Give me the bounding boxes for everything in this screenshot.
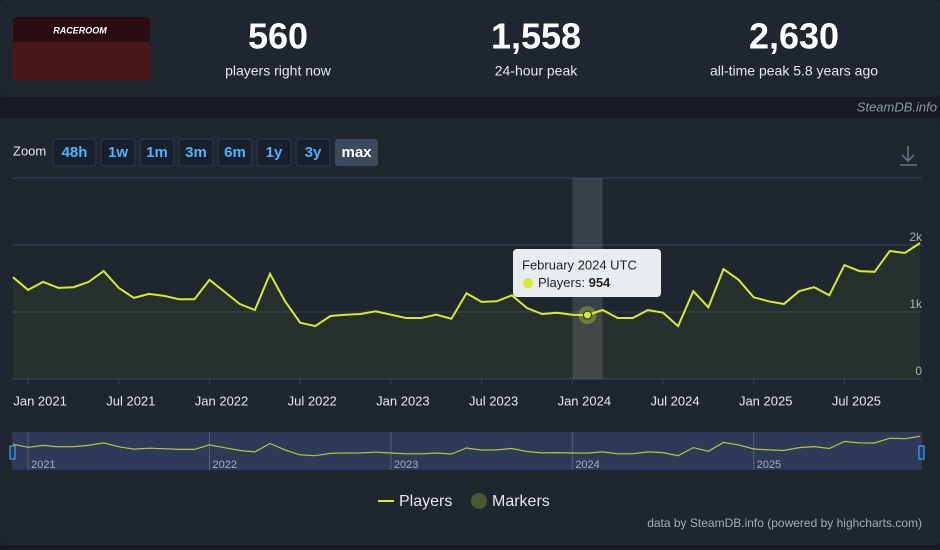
zoom-button[interactable]: [295, 138, 331, 167]
zoom-button[interactable]: [100, 138, 136, 167]
legend: Players Markers: [378, 493, 550, 510]
zoom-buttons: 48h 1w 1m 3m 6m 1y 3y max: [52, 138, 378, 167]
x-tick-label: Jul 2024: [650, 393, 699, 408]
legend-symbol: [471, 493, 487, 509]
zoom-button[interactable]: [178, 138, 214, 167]
x-tick-label: Jul 2025: [832, 393, 881, 408]
x-tick-label: Jan 2024: [558, 393, 612, 408]
zoom-button-label: 3m: [185, 144, 207, 161]
x-tick-label: Jul 2021: [106, 393, 155, 408]
logo-cars: [13, 42, 150, 80]
navigator-line: [12, 435, 921, 457]
stat-label: players right now: [225, 63, 332, 79]
zoom-button-label: 1y: [266, 144, 283, 161]
zoom-button-label: max: [341, 144, 372, 161]
icon-stroke: [901, 154, 915, 163]
x-tick-label: Jan 2022: [195, 393, 249, 408]
download-icon[interactable]: [900, 146, 917, 166]
stat-label: 24-hour peak: [495, 63, 579, 79]
logo-text: RACEROOM: [53, 25, 107, 35]
y-tick-label: 0: [915, 364, 922, 378]
stat-value: 1,558: [491, 16, 581, 57]
tooltip-value: 954: [589, 275, 611, 290]
y-tick-label: 2k: [909, 230, 923, 244]
stat-value: 2,630: [749, 16, 839, 57]
zoom-button-label: 1m: [146, 144, 168, 161]
zoom-label: Zoom: [13, 143, 46, 158]
x-tick-label: Jan 2025: [739, 393, 793, 408]
y-tick-label: 1k: [909, 297, 923, 311]
navigator-label: 2025: [757, 459, 781, 471]
tooltip-dot: [523, 278, 533, 288]
navigator-label: 2022: [213, 459, 237, 471]
navigator-label: 2024: [575, 459, 599, 471]
zoom-button[interactable]: [52, 138, 97, 167]
navigator-label: 2023: [394, 459, 418, 471]
line: [12, 242, 921, 328]
stat-label: all-time peak 5.8 years ago: [710, 63, 878, 79]
legend-label[interactable]: Players: [399, 493, 452, 510]
tooltip: [513, 249, 661, 297]
stat-value: 560: [248, 16, 308, 57]
tooltip-title: February 2024 UTC: [522, 257, 637, 272]
hover-point: [582, 310, 592, 320]
tooltip-sep: :: [581, 275, 588, 290]
navigator-handle[interactable]: [918, 445, 925, 460]
zoom-button-label: 6m: [224, 144, 246, 161]
zoom-button[interactable]: [217, 138, 253, 167]
area: [13, 243, 920, 379]
credits: data by SteamDB.info (powered by highcha…: [647, 516, 922, 530]
x-tick-label: Jul 2023: [469, 393, 518, 408]
x-tick-label: Jan 2021: [13, 393, 67, 408]
zoom-button-label: 3y: [305, 144, 322, 161]
zoom-button[interactable]: [139, 138, 175, 167]
x-tick-label: Jan 2023: [376, 393, 430, 408]
tooltip-series: Players: [538, 275, 582, 290]
zoom-button-label: 1w: [108, 144, 128, 161]
tooltip-body: Players: 954: [538, 275, 611, 290]
zoom-button-label: 48h: [62, 144, 88, 161]
navigator-window[interactable]: [12, 432, 922, 470]
navigator-label: 2021: [31, 459, 55, 471]
x-tick-label: Jul 2022: [288, 393, 337, 408]
legend-label[interactable]: Markers: [492, 493, 550, 510]
zoom-button[interactable]: [335, 139, 378, 166]
zoom-button[interactable]: [256, 138, 292, 167]
navigator-handle[interactable]: [9, 445, 16, 460]
source: SteamDB.info: [857, 99, 937, 114]
stats-panel: [0, 0, 940, 97]
